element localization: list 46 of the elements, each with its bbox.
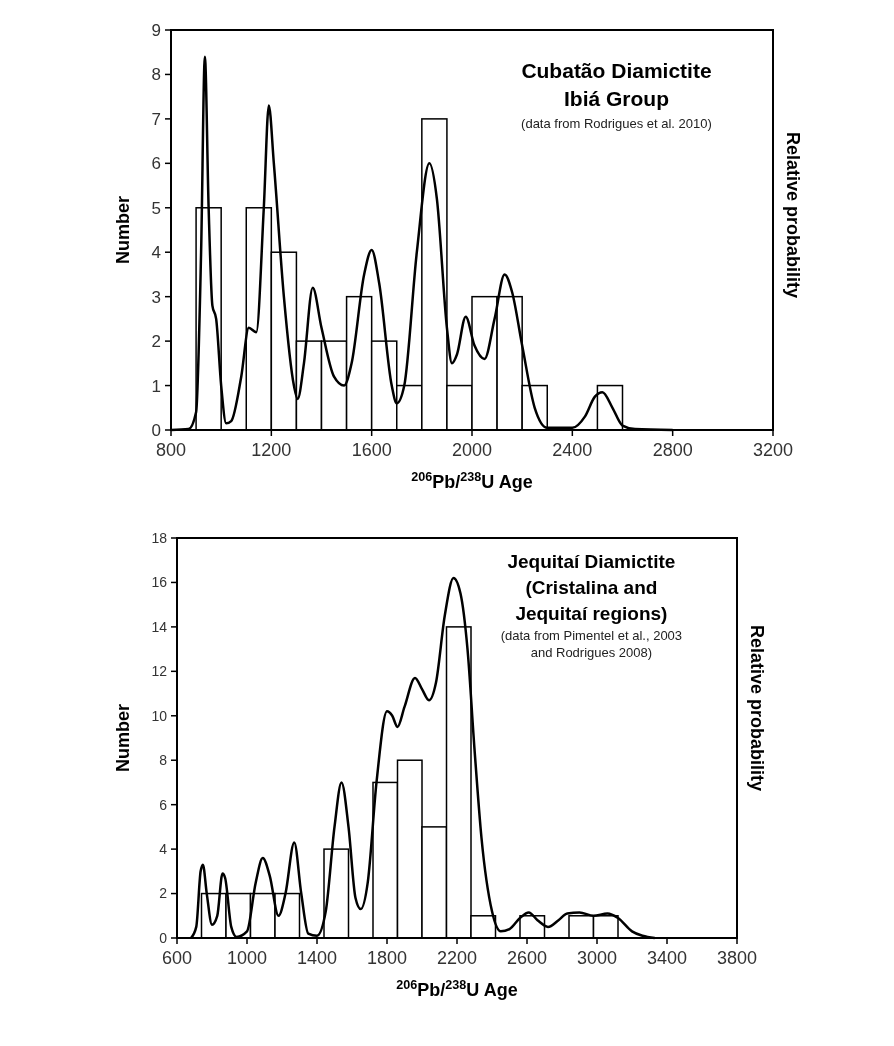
y-tick-label: 7	[151, 109, 161, 129]
x-tick-label: 2200	[436, 948, 478, 968]
x-axis-title: $^{206}$Pb/$^{238}$U Age	[411, 470, 533, 492]
x-tick-label: 2600	[506, 948, 548, 968]
x-tick-label: 600	[161, 948, 193, 968]
y-tick-label: 2	[159, 885, 168, 902]
x-tick-label: 1600	[351, 440, 392, 460]
y-tick-label: 1	[151, 376, 161, 396]
y-tick-label: 12	[151, 663, 168, 680]
x-tick-label: 1800	[366, 948, 408, 968]
x-tick-label: 1000	[226, 948, 268, 968]
x-tick-label: 1200	[251, 440, 292, 460]
y-tick-label: 16	[151, 574, 168, 591]
text: (data from Pimentel et al., 2003 and Rodrigues 2008)	[500, 628, 683, 660]
x-tick-label: 800	[155, 440, 187, 460]
x-tick-label: 3200	[752, 440, 794, 460]
y-tick-label: 4	[159, 841, 168, 858]
y-tick-label: 4	[151, 243, 161, 263]
x-tick-label: 3000	[576, 948, 618, 968]
y-tick-label: 3	[151, 287, 161, 307]
y-tick-label: 8	[159, 752, 168, 769]
y-tick-label: 18	[151, 529, 168, 546]
text: Jequitaí Diamictite (Cristalina and Jequitaí regions)	[507, 551, 676, 624]
y-tick-label: 9	[151, 20, 161, 40]
y-tick-label: 14	[151, 618, 168, 635]
y2-axis-title: Relative probability	[747, 624, 767, 792]
x-tick-label: 1400	[296, 948, 338, 968]
y-tick-label: 6	[159, 796, 168, 813]
y-tick-label: 6	[151, 154, 161, 174]
y2-axis-title: Relative probability	[783, 131, 803, 299]
x-tick-label: 2000	[451, 440, 493, 460]
y-axis-title: Number	[113, 195, 133, 265]
x-axis-title: $^{206}$Pb/$^{238}$U Age	[396, 978, 518, 1000]
y-tick-label: 2	[151, 332, 161, 352]
y-axis-title: Number	[113, 703, 133, 773]
x-tick-label: 3800	[716, 948, 758, 968]
y-tick-label: 8	[151, 65, 161, 85]
y-tick-label: 10	[151, 707, 168, 724]
x-tick-label: 2800	[652, 440, 693, 460]
y-tick-label: 5	[151, 198, 161, 218]
y-tick-label: 0	[151, 420, 161, 440]
y-tick-label: 0	[159, 929, 168, 946]
text: (data from Rodrigues et al. 2010)	[521, 116, 712, 131]
x-tick-label: 3400	[646, 948, 688, 968]
x-tick-label: 2400	[552, 440, 593, 460]
text: Cubatão Diamictite Ibiá Group	[521, 59, 712, 110]
